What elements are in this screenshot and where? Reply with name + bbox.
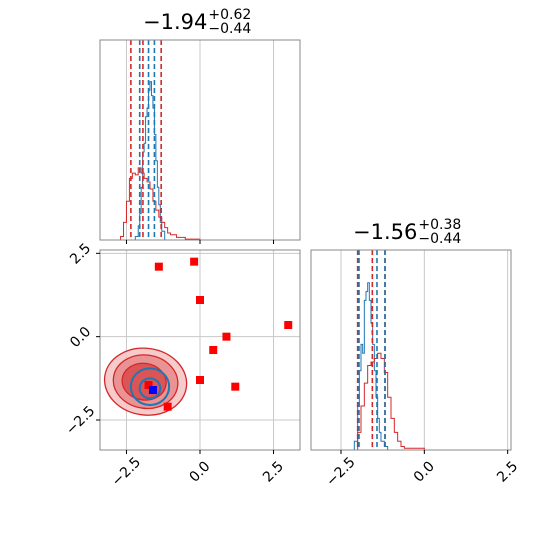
blue-square-marker <box>148 386 157 394</box>
red-square-marker <box>196 376 204 384</box>
red-square-marker <box>144 381 153 389</box>
histogram-2-title: −1.56 +0.38 −0.44 <box>353 218 461 246</box>
histogram-2-series-primary-step <box>351 282 391 451</box>
histogram-panel-1 <box>99 39 301 244</box>
histogram-1-series-primary-step <box>132 81 168 241</box>
red-square-marker <box>196 296 204 304</box>
histogram-2-title-lower-error: −0.44 <box>418 231 462 247</box>
red-square-marker <box>154 262 163 271</box>
histogram-2-frame <box>310 249 512 451</box>
red-square-marker <box>209 346 218 354</box>
red-square-marker <box>163 402 172 411</box>
primary-contour-outer <box>129 367 171 406</box>
histogram-1-title-lower-error: −0.44 <box>208 21 252 37</box>
histogram-1-title: −1.94 +0.62 −0.44 <box>143 8 251 36</box>
histogram-1-title-upper-error: +0.62 <box>208 7 252 23</box>
histogram-2-title-median: −1.56 <box>353 220 418 244</box>
red-square-marker <box>190 257 199 266</box>
red-square-marker <box>222 332 231 341</box>
red-square-marker <box>231 382 240 391</box>
histogram-1-series-secondary-step <box>120 167 203 241</box>
histogram-1-title-median: −1.94 <box>143 10 208 34</box>
histogram-2-title-upper-error: +0.38 <box>418 217 462 233</box>
primary-contour-inner <box>138 377 162 400</box>
red-square-marker <box>284 321 293 329</box>
